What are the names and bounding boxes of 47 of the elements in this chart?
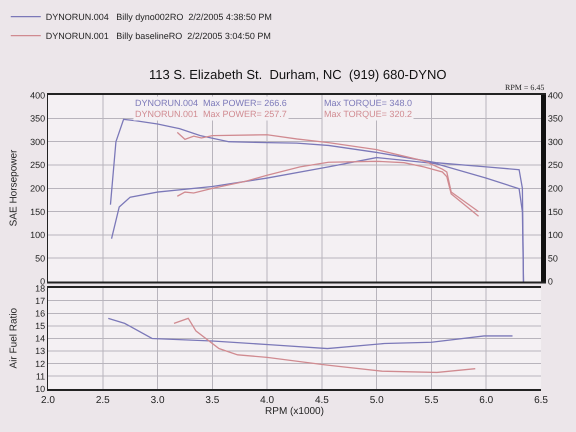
chart-title: 113 S. Elizabeth St. Durham, NC (919) 680-DYNO	[149, 67, 446, 82]
y2-tick-label: 100	[548, 230, 563, 240]
y-tick-label: 10	[35, 384, 46, 394]
y2-tick-label: 150	[548, 206, 563, 217]
y2-tick-label: 50	[548, 253, 558, 264]
y-tick-label: 12	[35, 358, 46, 369]
x-axis-title: RPM (x1000)	[265, 406, 324, 417]
x-tick-label: 6.5	[534, 394, 548, 406]
y-tick-label: 300	[30, 136, 46, 147]
y-tick-label: 200	[30, 183, 46, 194]
annotation: Max TORQUE= 348.0	[324, 98, 412, 108]
x-tick-label: 5.0	[370, 394, 384, 406]
y-tick-label: 16	[35, 308, 46, 318]
annotation: DYNORUN.004 Max POWER= 266.6	[135, 98, 287, 108]
y-axis-title: SAE Horsepower	[8, 148, 20, 226]
y-tick-label: 11	[36, 371, 46, 382]
y2-tick-label: 350	[548, 114, 563, 124]
y2-tick-label: 300	[548, 136, 563, 147]
x-tick-label: 2.5	[96, 394, 110, 406]
y-tick-label: 150	[30, 206, 46, 217]
y-tick-label: 13	[35, 346, 46, 356]
y2-tick-label: 400	[548, 90, 563, 100]
legend-label: DYNORUN.001 Billy baselineRO 2/2/2005 3:04:50 PM	[46, 31, 271, 42]
y-tick-label: 17	[35, 296, 46, 306]
y-tick-label: 18	[35, 283, 46, 294]
annotation: DYNORUN.001 Max POWER= 257.7	[135, 109, 287, 119]
legend-label: DYNORUN.004 Billy dyno002RO 2/2/2005 4:38:50 PM	[46, 12, 272, 22]
y-tick-label: 350	[30, 114, 46, 124]
y-tick-label: 100	[30, 230, 46, 240]
y2-tick-label: 250	[548, 160, 563, 170]
y-tick-label: 50	[35, 253, 46, 264]
y-axis-title: Air Fuel Ratio	[8, 307, 20, 368]
y-tick-label: 14	[35, 334, 46, 344]
y2-tick-label: 200	[548, 183, 563, 194]
x-tick-label: 6.0	[479, 394, 494, 406]
x-tick-label: 4.0	[260, 394, 275, 406]
text: RPM = 6.45	[505, 83, 544, 92]
y-tick-label: 250	[30, 160, 46, 170]
x-tick-label: 4.5	[314, 394, 330, 406]
x-tick-label: 2.0	[41, 394, 56, 406]
y2-tick-label: 0	[548, 276, 553, 287]
annotation: Max TORQUE= 320.2	[324, 109, 412, 119]
x-tick-label: 3.0	[150, 394, 165, 406]
x-tick-label: 3.5	[205, 394, 220, 406]
y-tick-label: 15	[35, 321, 46, 332]
y-tick-label: 400	[30, 90, 46, 100]
x-tick-label: 5.5	[424, 394, 439, 406]
